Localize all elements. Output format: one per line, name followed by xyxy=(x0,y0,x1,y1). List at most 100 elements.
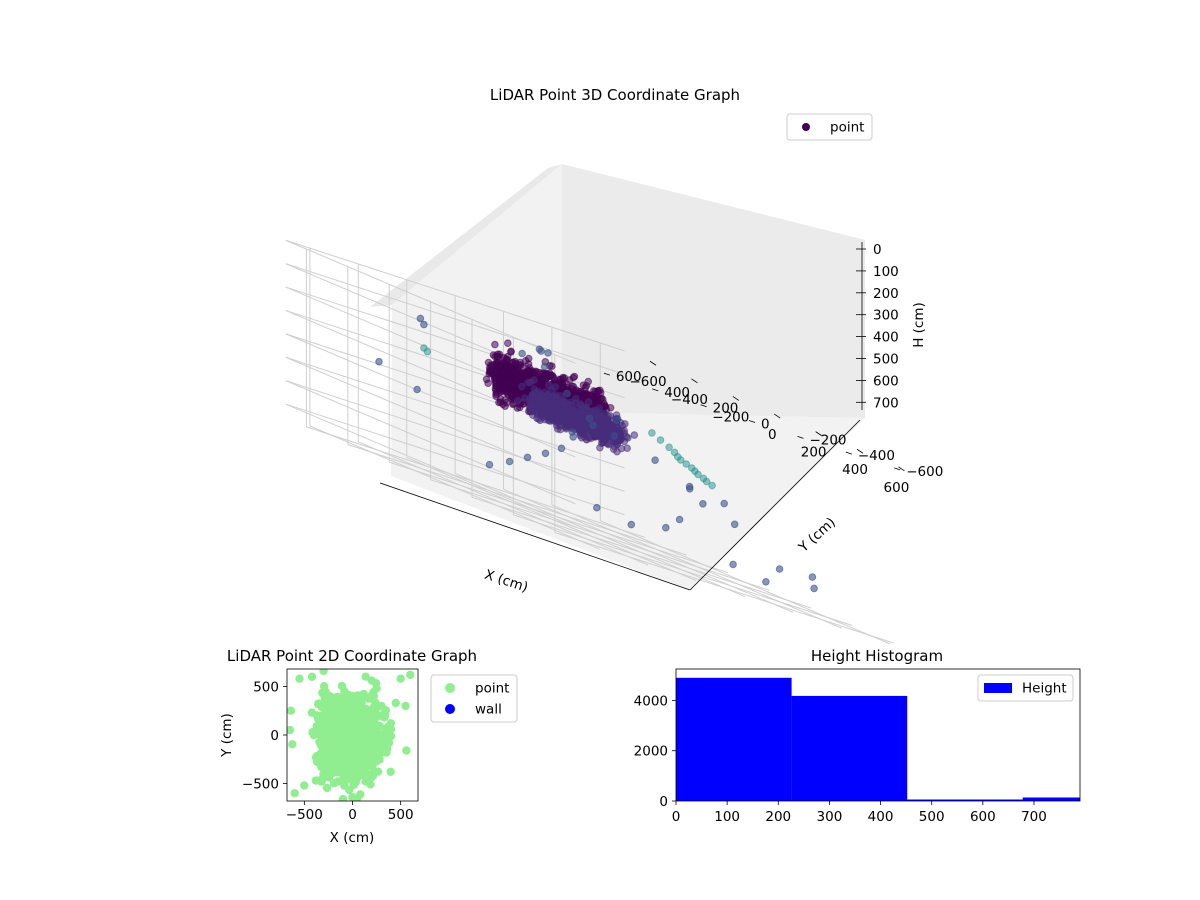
points-3d xyxy=(375,314,818,593)
point-3d xyxy=(420,320,428,329)
point-2d xyxy=(340,729,349,738)
point-2d xyxy=(331,710,340,719)
point-3d xyxy=(507,388,515,397)
point-2d xyxy=(318,714,328,723)
point-3d xyxy=(547,412,555,421)
point-3d xyxy=(545,369,554,377)
legend-2d: point wall xyxy=(430,674,518,723)
point-3d xyxy=(589,421,597,430)
point-3d xyxy=(580,433,589,441)
point-3d xyxy=(494,383,503,392)
y-tick-label-2d: −500 xyxy=(242,777,279,793)
point-3d xyxy=(501,378,510,387)
point-2d xyxy=(402,746,411,755)
x-tick-label-2d: 500 xyxy=(388,807,414,823)
point-2d xyxy=(345,757,354,767)
point-3d xyxy=(702,477,711,486)
point-2d xyxy=(361,672,370,681)
point-3d xyxy=(569,373,578,382)
x-tick-label-3d: 600 xyxy=(884,480,910,496)
grid-line-side-horizontal xyxy=(285,356,625,469)
histogram-title: Height Histogram xyxy=(811,647,943,665)
point-3d xyxy=(493,368,502,377)
grid-line-floor-y xyxy=(358,441,649,566)
grid-line-back-horizontal xyxy=(285,403,576,528)
point-3d xyxy=(537,376,545,385)
y-tick-label-histogram: 0 xyxy=(659,794,668,810)
point-2d xyxy=(367,676,376,685)
point-3d xyxy=(502,398,511,407)
point-2d xyxy=(300,781,309,790)
point-3d xyxy=(570,409,578,418)
point-3d xyxy=(507,347,515,356)
point-3d xyxy=(535,345,544,354)
pane-floor xyxy=(391,412,865,590)
point-2d xyxy=(352,739,361,748)
y-tick-mark-3d xyxy=(700,404,707,408)
point-3d xyxy=(603,430,611,439)
point-2d xyxy=(354,708,363,718)
point-2d xyxy=(372,684,381,693)
point-3d xyxy=(375,357,383,366)
point-2d xyxy=(290,789,299,798)
point-2d xyxy=(353,729,363,738)
height-histogram-chart: Height Histogram 0 100 200 300 400 500 600 700 … xyxy=(634,647,1081,825)
x-tick-mark-3d xyxy=(732,396,740,401)
point-2d xyxy=(345,742,354,751)
histogram-bars xyxy=(676,677,1080,801)
histogram-bar xyxy=(1022,797,1080,801)
point-3d xyxy=(561,411,570,420)
point-2d xyxy=(319,669,328,676)
point-2d xyxy=(344,699,353,708)
point-3d xyxy=(556,425,565,434)
y-tick-mark-3d xyxy=(748,420,756,423)
point-2d xyxy=(396,674,405,683)
point-3d xyxy=(416,314,425,323)
point-3d xyxy=(606,424,615,433)
y-ticks-2d: −500 0 500 xyxy=(242,679,287,793)
point-2d xyxy=(287,706,296,715)
y-tick-label-2d: 500 xyxy=(253,679,279,695)
point-3d xyxy=(495,398,503,407)
z-tick-label-3d: 400 xyxy=(873,330,899,346)
point-3d xyxy=(682,460,691,468)
x-tick-label-3d: −200 xyxy=(712,409,749,425)
point-3d xyxy=(593,415,601,424)
point-3d xyxy=(559,383,568,391)
x-tick-label-histogram: 400 xyxy=(868,809,894,825)
point-2d xyxy=(319,769,328,779)
point-3d xyxy=(656,436,665,444)
point-3d xyxy=(599,416,608,424)
grid-line-side-horizontal xyxy=(285,403,625,516)
x-tick-mark-3d xyxy=(898,466,905,472)
y-tick-label-3d: −400 xyxy=(858,448,895,464)
point-2d xyxy=(374,712,383,721)
grid-line-floor-y xyxy=(406,457,697,582)
y-tick-mark-3d xyxy=(652,388,659,392)
point-3d xyxy=(420,344,428,352)
point-3d xyxy=(523,453,532,462)
point-2d xyxy=(386,767,395,776)
point-2d xyxy=(339,691,348,701)
point-3d xyxy=(699,500,707,508)
point-3d xyxy=(610,432,619,440)
point-3d xyxy=(594,425,602,434)
point-3d xyxy=(553,404,561,413)
point-3d xyxy=(688,464,696,472)
point-2d xyxy=(340,771,349,781)
x-tick-label-3d: −600 xyxy=(629,374,666,390)
y-tick-label-3d: 200 xyxy=(713,401,739,417)
y-tick-label-2d: 0 xyxy=(270,728,279,744)
z-tick-label-3d: 700 xyxy=(873,395,899,411)
point-3d xyxy=(557,444,566,453)
x-axis-label-2d: X (cm) xyxy=(330,830,375,846)
y-axis-line xyxy=(689,419,861,591)
x-tick-label-histogram: 0 xyxy=(672,809,681,825)
scatter-2d-chart: LiDAR Point 2D Coordinate Graph −500 0 500… xyxy=(219,647,518,846)
point-2d xyxy=(349,693,359,702)
point-2d xyxy=(322,783,332,793)
point-2d xyxy=(333,699,342,709)
grid-line-floor-y xyxy=(309,425,600,550)
point-2d xyxy=(338,794,348,801)
